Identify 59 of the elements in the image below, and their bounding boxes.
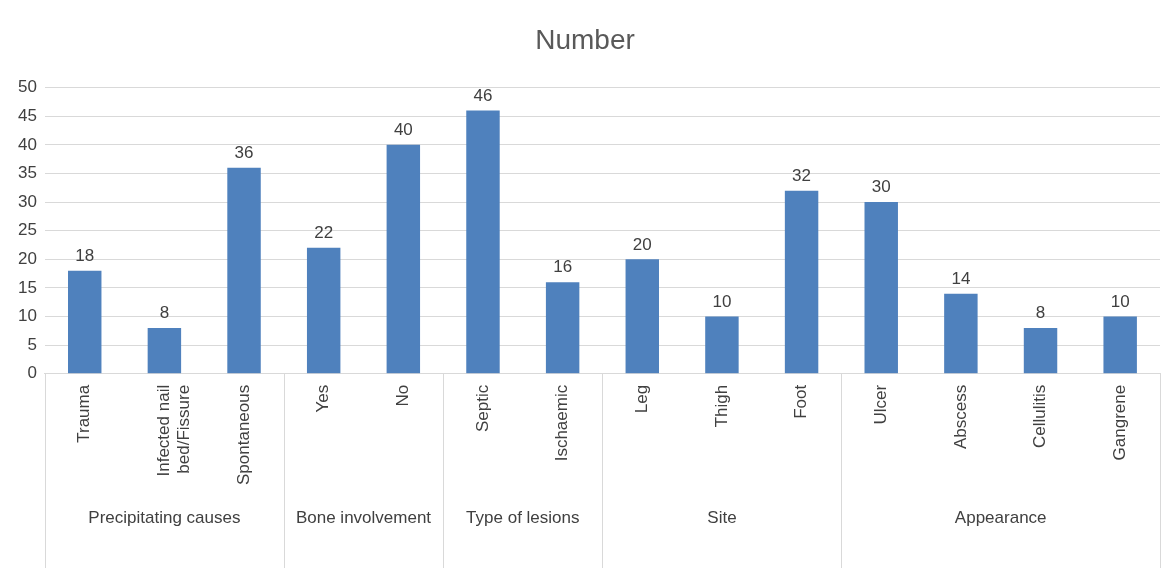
bar [306, 247, 341, 374]
data-label: 8 [1035, 303, 1046, 323]
y-tick-label: 15 [17, 277, 37, 297]
bar [227, 167, 261, 374]
bar [705, 316, 739, 374]
data-label: 30 [871, 177, 891, 197]
text: Bone involvement [295, 507, 432, 527]
x-tick-label: Gangrene [1109, 384, 1129, 461]
bar [386, 144, 421, 374]
bar [147, 328, 182, 374]
data-label: 10 [1110, 291, 1130, 311]
text: Appearance [954, 507, 1047, 527]
data-label: 8 [159, 303, 170, 323]
data-label: 18 [75, 245, 95, 265]
x-tick-label: Abscess [950, 384, 970, 450]
x-tick-label: Ulcer [870, 384, 890, 425]
y-tick-label: 35 [17, 163, 37, 183]
data-label: 10 [712, 291, 732, 311]
bar [1103, 316, 1137, 374]
x-tick-label: Thigh [711, 384, 731, 428]
data-label: 14 [951, 268, 971, 288]
x-tick-label: Foot [791, 384, 811, 419]
bar [944, 293, 978, 374]
x-tick-label: Ischaemic [552, 384, 572, 462]
y-tick-label: 5 [27, 334, 37, 354]
x-tick-label: Trauma [74, 384, 94, 443]
data-label: 40 [393, 120, 413, 140]
bar [784, 190, 819, 374]
data-label: 22 [314, 223, 334, 243]
text: Type of lesions [466, 507, 580, 527]
x-tick-label: No [393, 384, 413, 407]
bar [466, 110, 500, 374]
text: Precipitating causes [88, 507, 241, 527]
y-tick-label: 0 [27, 363, 37, 383]
bar [545, 282, 580, 374]
data-label: 20 [632, 234, 652, 254]
data-label: 36 [234, 142, 254, 162]
text: Site [707, 507, 737, 527]
y-tick-label: 10 [17, 306, 37, 326]
bar [1023, 328, 1058, 374]
y-tick-label: 40 [17, 134, 37, 154]
x-tick-label: Yes [313, 384, 333, 413]
y-tick-label: 25 [17, 220, 37, 240]
data-label: 46 [473, 85, 493, 105]
x-tick-label: Leg [631, 384, 651, 414]
x-tick-label: Infected nail bed/Fissure [154, 384, 194, 477]
y-tick-label: 30 [17, 191, 37, 211]
data-label: 16 [553, 257, 573, 277]
data-label: 32 [792, 165, 812, 185]
bar [68, 270, 102, 374]
x-tick-label: Septic [472, 384, 492, 433]
chart-title: Number [535, 23, 635, 55]
x-tick-label: Cellulitis [1030, 384, 1050, 449]
y-tick-label: 20 [17, 249, 37, 269]
bar [864, 202, 898, 374]
bar [625, 259, 660, 374]
y-tick-label: 50 [17, 77, 37, 97]
y-tick-label: 45 [17, 105, 37, 125]
x-tick-label: Spontaneous [233, 384, 253, 485]
